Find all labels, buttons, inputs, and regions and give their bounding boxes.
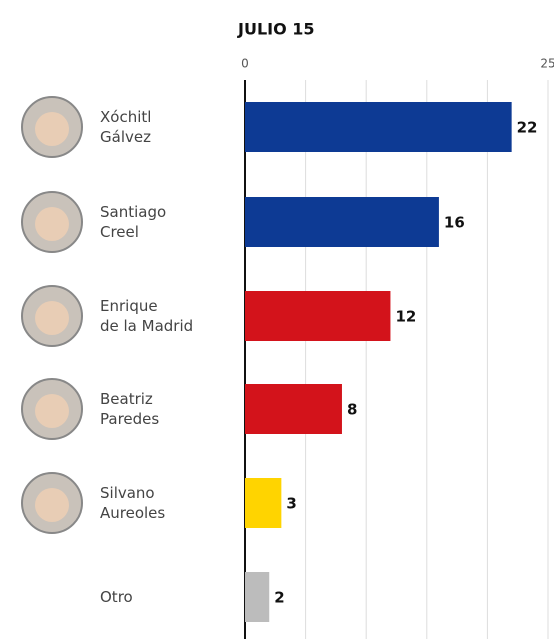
avatar-face [35,207,69,241]
bar [245,384,342,434]
x-tick-label: 0 [241,57,249,71]
category-label: Otro [100,588,133,606]
value-label: 8 [347,401,357,419]
bar [245,197,439,247]
category-label: Beatriz Paredes [100,390,160,428]
category-label: Silvano Aureoles [100,484,166,522]
avatar-face [35,394,69,428]
avatar-face [35,488,69,522]
avatar-face [35,112,69,146]
chart-subtitle: JULIO 15 [237,20,315,39]
bar [245,572,270,622]
category-label: Santiago Creel [100,203,167,241]
bar [245,478,282,528]
value-label: 22 [517,119,538,137]
value-label: 3 [286,495,296,513]
x-tick-label: 25 [540,57,554,71]
category-label: Xóchitl Gálvez [100,108,152,146]
category-label: Enrique de la Madrid [100,297,194,335]
value-label: 12 [395,308,416,326]
bar [245,102,512,152]
avatar-face [35,301,69,335]
bar [245,291,391,341]
value-label: 16 [444,214,465,232]
value-label: 2 [274,589,284,607]
